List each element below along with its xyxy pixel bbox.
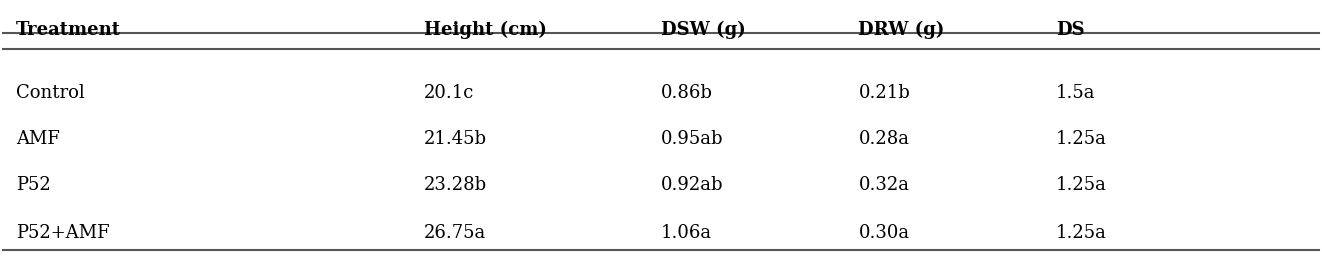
Text: Control: Control	[16, 84, 85, 102]
Text: DS: DS	[1056, 21, 1084, 38]
Text: Treatment: Treatment	[16, 21, 120, 38]
Text: DSW (g): DSW (g)	[661, 21, 746, 39]
Text: 1.25a: 1.25a	[1056, 176, 1107, 194]
Text: 0.92ab: 0.92ab	[661, 176, 723, 194]
Text: 0.30a: 0.30a	[858, 224, 910, 242]
Text: AMF: AMF	[16, 130, 59, 148]
Text: P52: P52	[16, 176, 50, 194]
Text: 20.1c: 20.1c	[424, 84, 475, 102]
Text: 1.25a: 1.25a	[1056, 224, 1107, 242]
Text: 0.21b: 0.21b	[858, 84, 911, 102]
Text: P52+AMF: P52+AMF	[16, 224, 110, 242]
Text: DRW (g): DRW (g)	[858, 21, 945, 39]
Text: 0.28a: 0.28a	[858, 130, 910, 148]
Text: 1.5a: 1.5a	[1056, 84, 1096, 102]
Text: 26.75a: 26.75a	[424, 224, 486, 242]
Text: 0.86b: 0.86b	[661, 84, 713, 102]
Text: 1.06a: 1.06a	[661, 224, 713, 242]
Text: 21.45b: 21.45b	[424, 130, 486, 148]
Text: 23.28b: 23.28b	[424, 176, 488, 194]
Text: 0.32a: 0.32a	[858, 176, 910, 194]
Text: 1.25a: 1.25a	[1056, 130, 1107, 148]
Text: Height (cm): Height (cm)	[424, 21, 547, 39]
Text: 0.95ab: 0.95ab	[661, 130, 723, 148]
